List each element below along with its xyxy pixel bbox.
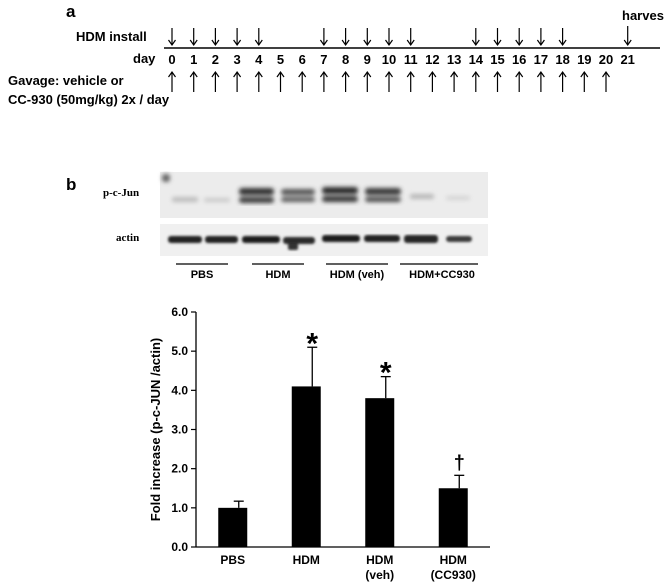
- hdm-arrow-day-3-head: [233, 39, 242, 47]
- gavage-arrow-day-18-head: [558, 70, 567, 78]
- hdm-arrow-day-14-head: [471, 39, 480, 47]
- significance-marker-1: *: [306, 327, 318, 360]
- day-tick-label: 3: [233, 52, 240, 67]
- gavage-label-line1: Gavage: vehicle or: [8, 73, 124, 88]
- y-tick-label: 3.0: [171, 423, 188, 437]
- day-label: day: [133, 51, 156, 66]
- blot-row-label-pcjun: p-c-Jun: [103, 187, 140, 199]
- day-tick-label: 7: [320, 52, 327, 67]
- hdm-arrow-day-16-head: [515, 39, 524, 47]
- x-tick-label-1: HDM: [293, 553, 320, 567]
- y-tick-label: 1.0: [171, 501, 188, 515]
- day-tick-label: 14: [469, 52, 484, 67]
- gavage-arrow-day-13-head: [450, 70, 459, 78]
- day-tick-label: 18: [555, 52, 569, 67]
- gavage-arrow-day-1-head: [189, 70, 198, 78]
- lane-group-hdm: HDM: [265, 269, 291, 281]
- hdm-arrow-day-2-head: [211, 39, 220, 47]
- y-tick-label: 2.0: [171, 462, 188, 476]
- bar-2: [365, 398, 395, 547]
- gavage-arrow-day-5-head: [276, 70, 285, 78]
- day-tick-label: 20: [599, 52, 613, 67]
- gavage-arrow-day-11-head: [406, 70, 415, 78]
- day-tick-label: 13: [447, 52, 461, 67]
- significance-marker-3: †: [454, 452, 465, 474]
- day-tick-label: 12: [425, 52, 439, 67]
- gavage-label-line2: CC-930 (50mg/kg) 2x / day: [8, 92, 170, 107]
- hdm-arrow-day-9-head: [363, 39, 372, 47]
- hdm-arrow-day-15-head: [493, 39, 502, 47]
- lane-group-pbs: PBS: [190, 269, 214, 281]
- hdm-install-label: HDM install: [76, 29, 147, 44]
- x-tick-label-3: HDM: [440, 553, 467, 567]
- day-tick-label: 21: [620, 52, 634, 67]
- gavage-arrow-day-6-head: [298, 70, 307, 78]
- day-tick-label: 8: [342, 52, 349, 67]
- hdm-arrow-day-10-head: [385, 39, 393, 47]
- gavage-arrow-day-8-head: [341, 70, 350, 78]
- y-tick-label: 5.0: [171, 344, 188, 358]
- hdm-arrow-day-1-head: [189, 39, 198, 47]
- hdm-arrow-day-8-head: [341, 39, 350, 47]
- gavage-arrow-day-12-head: [428, 70, 437, 78]
- hdm-arrow-day-18-head: [558, 39, 567, 47]
- gavage-arrow-day-20-head: [602, 70, 610, 78]
- day-tick-label: 11: [404, 52, 418, 67]
- day-tick-label: 10: [382, 52, 396, 67]
- panel-b-label: b: [66, 175, 77, 194]
- gavage-arrow-day-3-head: [233, 70, 242, 78]
- y-tick-label: 4.0: [171, 383, 188, 397]
- hdm-arrow-day-17-head: [536, 39, 545, 47]
- bar-0: [218, 507, 248, 547]
- gavage-arrow-day-16-head: [515, 70, 524, 78]
- x-tick-label-3: (CC930): [431, 568, 476, 582]
- day-tick-label: 17: [534, 52, 548, 67]
- gavage-arrow-day-0-head: [168, 70, 176, 78]
- bar-3: [438, 488, 468, 547]
- harvest-label: harvest: [622, 8, 664, 23]
- day-tick-label: 1: [190, 52, 197, 67]
- gavage-arrow-day-10-head: [385, 70, 393, 78]
- day-tick-label: 5: [277, 52, 284, 67]
- gavage-arrow-day-7-head: [319, 70, 328, 78]
- day-tick-label: 19: [577, 52, 591, 67]
- y-tick-label: 0.0: [171, 540, 188, 554]
- hdm-arrow-day-11-head: [406, 39, 415, 47]
- day-tick-label: 4: [255, 52, 263, 67]
- hdm-arrow-day-0-head: [168, 39, 176, 47]
- gavage-arrow-day-17-head: [536, 70, 545, 78]
- gavage-arrow-day-2-head: [211, 70, 220, 78]
- panel-a-label: a: [66, 2, 76, 21]
- harvest-arrow-head: [623, 39, 632, 47]
- significance-marker-2: *: [380, 357, 392, 390]
- gavage-arrow-day-14-head: [471, 70, 480, 78]
- lane-group-hdm-cc930: HDM+CC930: [409, 269, 475, 281]
- day-tick-label: 2: [212, 52, 219, 67]
- hdm-arrow-day-7-head: [319, 39, 328, 47]
- day-tick-label: 0: [168, 52, 175, 67]
- hdm-arrow-day-4-head: [254, 39, 263, 47]
- western-blot-image: [160, 172, 488, 265]
- x-tick-label-2: (veh): [365, 568, 394, 582]
- y-tick-label: 6.0: [171, 305, 188, 319]
- x-tick-label-0: PBS: [220, 553, 245, 567]
- y-axis-label: Fold increase (p-c-JUN /actin): [148, 338, 163, 521]
- gavage-arrow-day-9-head: [363, 70, 372, 78]
- gavage-arrow-day-15-head: [493, 70, 502, 78]
- day-tick-label: 15: [490, 52, 504, 67]
- blot-row-label-actin: actin: [116, 232, 140, 244]
- timeline-diagram: 0 1 2 3 4 5 6 7 8 9 10 11 12 13 14 15 16 17 18 19 20 21: [164, 26, 660, 92]
- gavage-arrow-day-19-head: [580, 70, 589, 78]
- x-tick-label-2: HDM: [366, 553, 393, 567]
- day-tick-label: 16: [512, 52, 526, 67]
- bar-1: [291, 386, 321, 547]
- lane-group-hdm-veh: HDM (veh): [329, 269, 385, 281]
- day-tick-label: 6: [299, 52, 306, 67]
- day-tick-label: 9: [364, 52, 371, 67]
- gavage-arrow-day-4-head: [254, 70, 263, 78]
